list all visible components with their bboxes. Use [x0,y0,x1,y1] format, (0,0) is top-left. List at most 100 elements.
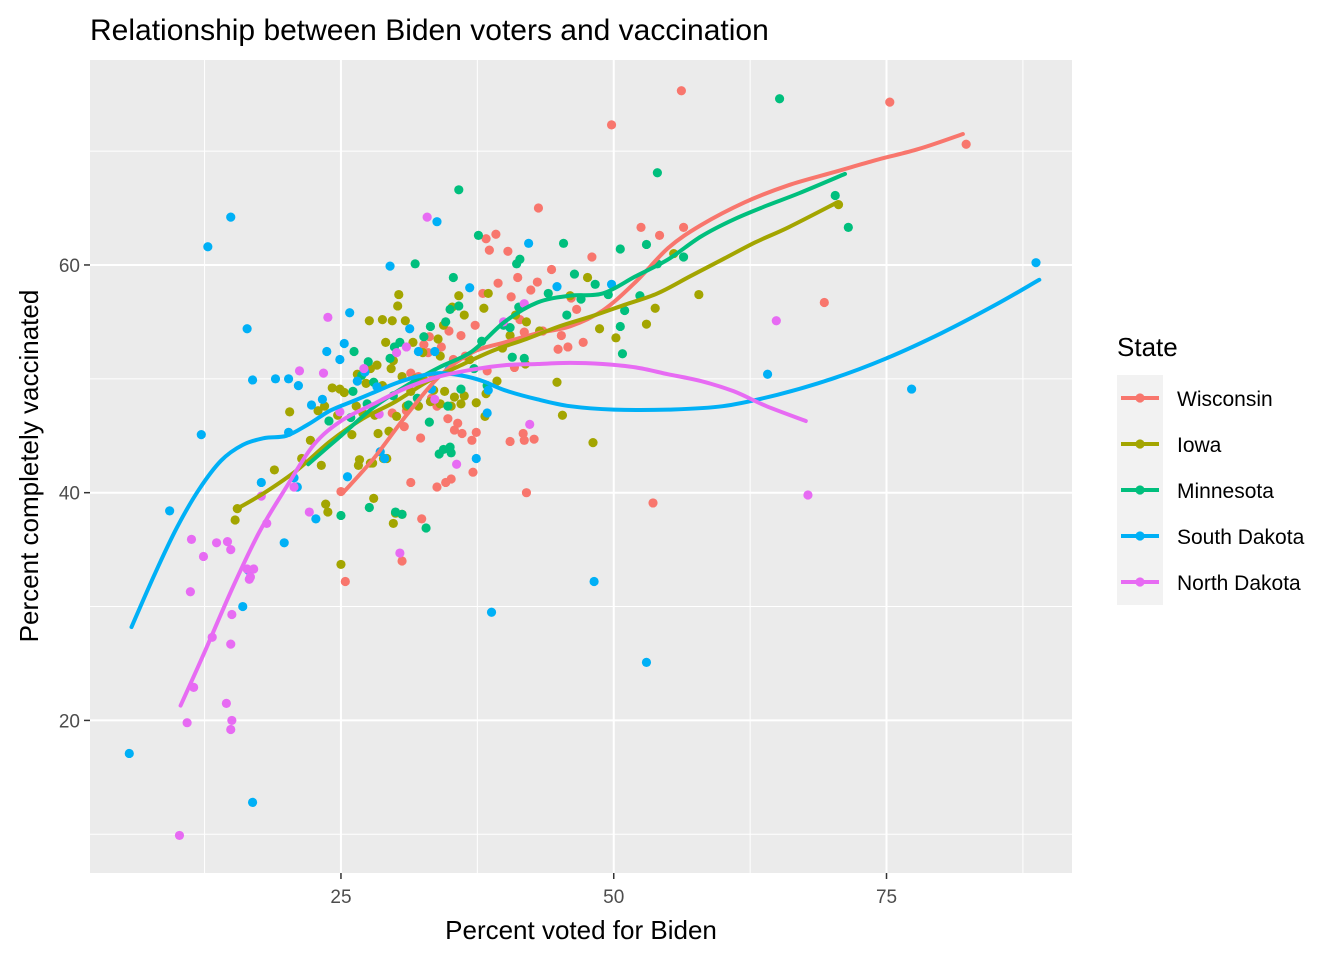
data-point [529,434,539,444]
data-point [588,437,598,448]
data-point [445,304,455,314]
data-point [473,230,484,240]
legend-label: Minnesota [1177,480,1274,503]
major-gridlines [90,60,1072,873]
data-point [353,460,364,470]
data-point [227,715,237,726]
legend-label: North Dakota [1177,572,1301,595]
data-point [413,346,424,357]
legend-key-point [1135,485,1145,495]
data-point [174,830,185,841]
data-point [652,168,662,178]
data-point [359,363,369,374]
data-point [185,587,195,597]
data-point [340,576,350,587]
data-point [446,448,456,458]
data-point [483,385,493,395]
data-point [279,538,289,548]
data-point [285,407,295,417]
data-point [572,304,582,314]
y-tick-label: 40 [59,484,80,505]
data-point [422,212,432,222]
data-point [641,657,652,667]
data-point [471,398,481,408]
data-point [762,369,773,379]
data-point [521,488,532,498]
data-point [582,272,593,283]
data-point [519,353,529,363]
data-point [386,363,396,374]
data-point [481,234,491,244]
y-tick-label: 20 [59,711,80,732]
data-point [124,748,134,759]
data-point [440,386,450,396]
data-point [270,374,281,384]
data-point [226,639,236,649]
data-point [444,326,454,336]
data-point [470,320,480,330]
data-point [304,507,314,517]
data-point [430,394,440,404]
data-point [486,607,497,617]
data-point [676,86,686,96]
data-point [425,321,436,332]
data-point [227,609,237,620]
chart-title: Relationship between Biden voters and va… [90,14,769,47]
data-point [405,324,415,334]
data-point [524,238,534,248]
data-point [392,348,402,358]
data-point [388,518,398,529]
data-point [324,416,334,426]
data-point [416,433,426,443]
data-point [694,289,704,300]
data-point [552,281,562,292]
data-point [221,698,231,708]
data-point [543,288,553,299]
data-point [615,244,625,254]
data-point [885,97,895,107]
trend-lines-layer [129,132,1042,708]
data-point [493,278,503,288]
data-point [395,548,405,558]
data-point [230,515,240,525]
data-point [678,252,689,262]
data-point [242,564,252,574]
data-point [345,308,355,318]
data-point [182,718,192,728]
data-point [397,509,407,519]
data-point [491,229,501,239]
data-point [505,330,515,341]
data-point [335,354,345,365]
data-point [441,317,451,327]
data-point [352,376,362,386]
data-point [198,551,209,562]
data-point [419,340,429,350]
data-point [443,401,453,411]
data-point [361,378,371,388]
data-point [364,502,374,513]
data-point [222,537,233,547]
data-point [519,435,529,445]
legend-label: Iowa [1177,434,1222,457]
data-point [410,259,420,269]
data-point [363,357,373,367]
data-point [482,408,492,418]
data-point [507,352,517,362]
data-point [803,490,813,500]
data-point [432,482,442,492]
data-point [443,414,453,424]
data-point [454,291,464,301]
data-point [399,422,409,432]
data-point [327,383,337,393]
data-point [306,400,317,410]
data-point [459,391,469,401]
data-point [430,346,440,357]
data-point [211,538,222,548]
data-point [349,346,359,357]
data-point [283,374,294,384]
data-point [521,317,532,327]
data-point [563,342,573,352]
data-point [318,368,329,378]
data-point [453,418,463,428]
